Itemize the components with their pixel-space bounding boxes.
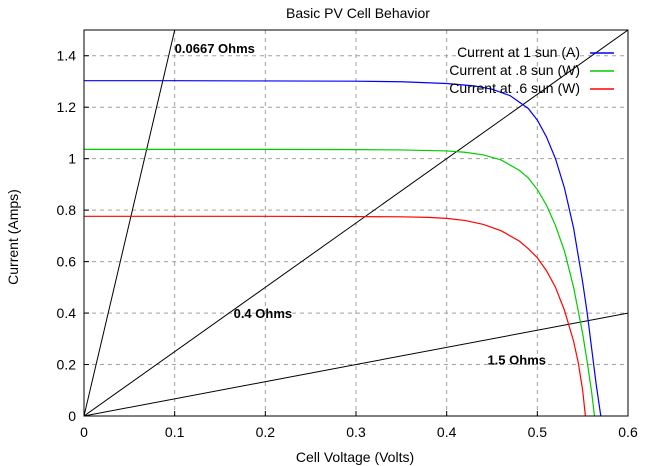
y-tick-label: 1 — [68, 151, 76, 167]
y-tick-label: 0.8 — [57, 202, 77, 218]
legend-label: Current at .6 sun (W) — [449, 80, 580, 96]
y-tick-label: 0.4 — [57, 305, 77, 321]
x-tick-label: 0 — [80, 424, 88, 440]
load-line-2 — [84, 312, 628, 416]
x-axis-label: Cell Voltage (Volts) — [296, 449, 414, 465]
x-tick-label: 0.5 — [528, 424, 548, 440]
y-tick-label: 0.6 — [57, 254, 77, 270]
x-tick-label: 0.6 — [618, 424, 638, 440]
y-tick-label: 1.2 — [57, 99, 77, 115]
x-tick-label: 0.4 — [437, 424, 457, 440]
load-line-label: 1.5 Ohms — [487, 353, 546, 368]
y-tick-label: 1.4 — [57, 48, 77, 64]
chart-title: Basic PV Cell Behavior — [286, 5, 430, 21]
legend-label: Current at 1 sun (A) — [457, 44, 580, 60]
x-tick-label: 0.2 — [256, 424, 276, 440]
load-line-labels: 0.0667 Ohms 0.4 Ohms 1.5 Ohms — [175, 41, 546, 367]
axis-ticks: 0 0.1 0.2 0.3 0.4 0.5 0.6 0 0.2 0.4 0.6 0.8 1 1.2 1.4 — [57, 48, 638, 440]
x-tick-label: 0.3 — [346, 424, 366, 440]
x-tick-label: 0.1 — [165, 424, 185, 440]
load-line-label: 0.0667 Ohms — [175, 41, 255, 56]
legend: Current at 1 sun (A) Current at .8 sun (W… — [449, 44, 614, 96]
y-tick-label: 0 — [68, 408, 76, 424]
series-line-2 — [84, 215, 586, 416]
load-line-1 — [84, 30, 628, 416]
legend-label: Current at .8 sun (W) — [449, 62, 580, 78]
series-line-1 — [84, 148, 596, 416]
y-axis-label: Current (Amps) — [5, 189, 21, 285]
series-line-0 — [84, 80, 602, 416]
load-line-label: 0.4 Ohms — [234, 306, 293, 321]
y-tick-label: 0.2 — [57, 357, 77, 373]
